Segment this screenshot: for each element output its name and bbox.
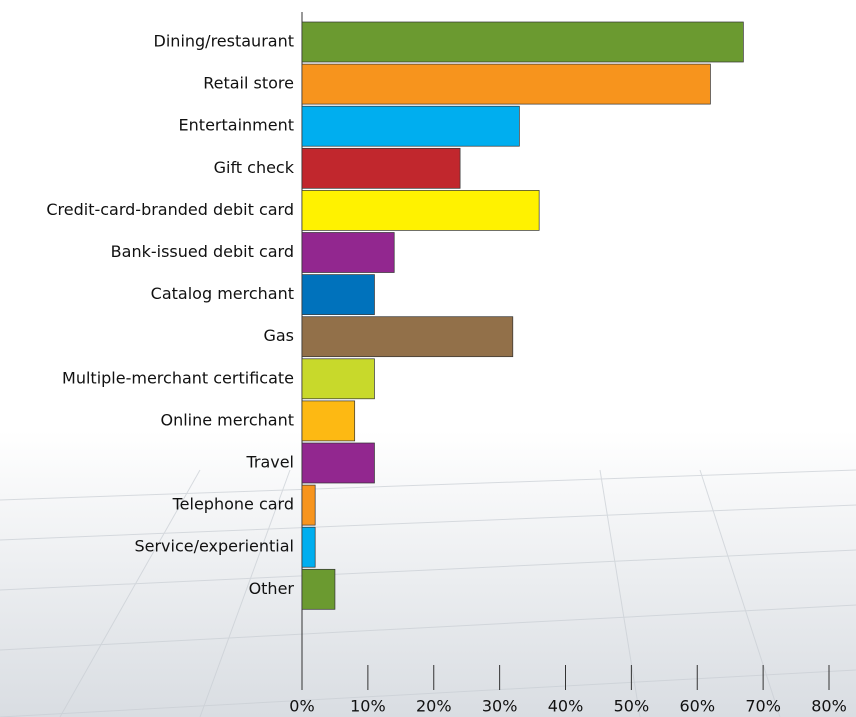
x-tick-label: 80% xyxy=(811,697,847,716)
bar xyxy=(301,274,375,315)
floor-grid xyxy=(0,469,856,717)
category-label: Retail store xyxy=(203,74,294,93)
bar xyxy=(301,105,520,147)
x-tick-label: 40% xyxy=(548,697,584,716)
category-label: Multiple-merchant certificate xyxy=(62,368,294,387)
bar xyxy=(301,568,336,610)
bar xyxy=(301,442,375,484)
x-tick-label: 20% xyxy=(416,697,452,716)
bar xyxy=(301,484,316,526)
bar xyxy=(301,21,744,63)
bar xyxy=(301,526,316,568)
category-label: Bank-issued debit card xyxy=(111,242,294,261)
x-tick-label: 10% xyxy=(350,697,386,716)
category-label: Telephone card xyxy=(172,495,294,514)
category-label: Online merchant xyxy=(160,410,294,429)
category-label: Travel xyxy=(245,453,294,472)
category-label: Other xyxy=(249,579,295,598)
x-tick-label: 50% xyxy=(614,697,650,716)
x-tick-label: 70% xyxy=(745,697,781,716)
bar xyxy=(301,358,375,400)
category-label: Gift check xyxy=(214,158,295,177)
category-label: Dining/restaurant xyxy=(154,32,294,51)
category-label: Credit-card-branded debit card xyxy=(46,200,294,219)
bar xyxy=(301,63,711,105)
bar xyxy=(301,400,356,442)
bar xyxy=(301,190,540,231)
x-tick-label: 0% xyxy=(289,697,314,716)
bar xyxy=(301,147,461,189)
bar xyxy=(301,232,395,273)
category-label: Gas xyxy=(263,326,294,345)
x-tick-label: 60% xyxy=(679,697,715,716)
bar xyxy=(301,316,514,358)
category-label: Entertainment xyxy=(179,116,294,135)
x-tick-label: 30% xyxy=(482,697,518,716)
category-label: Service/experiential xyxy=(134,537,294,556)
category-label: Catalog merchant xyxy=(151,284,294,303)
